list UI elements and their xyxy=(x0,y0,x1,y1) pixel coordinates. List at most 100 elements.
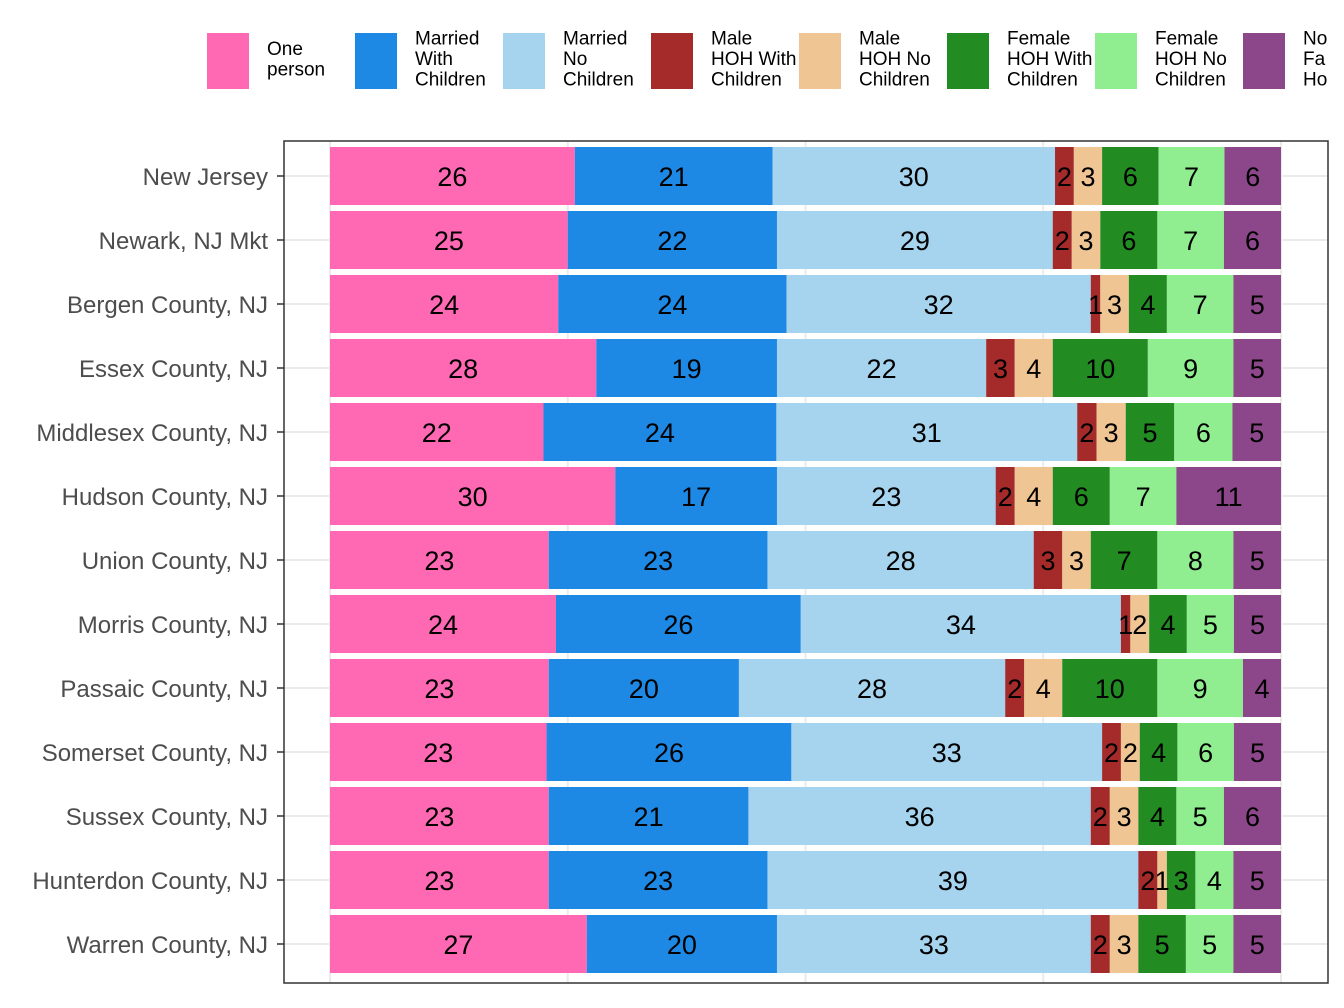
bar-value-label: 7 xyxy=(1184,162,1199,192)
bar-value-label: 5 xyxy=(1250,930,1265,960)
bar-value-label: 5 xyxy=(1250,610,1265,640)
bar-value-label: 3 xyxy=(1117,930,1132,960)
bar-value-label: 4 xyxy=(1151,738,1166,768)
legend-label-female-hoh-no-children: Female HOH No Children xyxy=(1155,29,1227,91)
bar-value-label: 1 xyxy=(1088,290,1103,320)
bar-married-with-children xyxy=(548,531,768,589)
bar-value-label: 5 xyxy=(1250,866,1265,896)
bar-value-label: 4 xyxy=(1160,610,1175,640)
bar-value-label: 5 xyxy=(1142,418,1157,448)
bar-value-label: 6 xyxy=(1245,226,1260,256)
bar-value-label: 5 xyxy=(1250,738,1265,768)
bar-value-label: 29 xyxy=(900,226,930,256)
bar-married-no-children xyxy=(776,211,1053,269)
legend-label-female-hoh-with-children: Female HOH With Children xyxy=(1007,29,1093,91)
category-label: Somerset County, NJ xyxy=(42,740,268,767)
bar-value-label: 3 xyxy=(993,354,1008,384)
bar-female-hoh-no-children xyxy=(1177,723,1234,781)
bar-male-hoh-with-children xyxy=(1120,595,1131,653)
bar-value-label: 6 xyxy=(1198,738,1213,768)
bar-one-person xyxy=(330,339,597,397)
bar-value-label: 22 xyxy=(867,354,897,384)
bar-one-person xyxy=(330,147,575,205)
bar-non-family-household xyxy=(1176,467,1281,525)
bar-value-label: 1 xyxy=(1118,610,1133,640)
bar-non-family-household xyxy=(1223,787,1281,845)
category-label: Hudson County, NJ xyxy=(62,484,268,511)
bar-male-hoh-no-children xyxy=(1157,851,1167,909)
bar-value-label: 3 xyxy=(1117,802,1132,832)
bar-value-label: 23 xyxy=(424,802,454,832)
bar-value-label: 6 xyxy=(1245,802,1260,832)
bar-male-hoh-no-children xyxy=(1014,467,1053,525)
bar-one-person xyxy=(330,723,547,781)
bar-non-family-household xyxy=(1233,531,1281,589)
plot-border xyxy=(283,140,1329,984)
bar-value-label: 3 xyxy=(1079,226,1094,256)
bar-value-label: 24 xyxy=(645,418,675,448)
bar-female-hoh-with-children xyxy=(1166,851,1196,909)
bar-value-label: 22 xyxy=(657,226,687,256)
bar-labels: 26 21 30 2 3 6 7 625 22 29 2 3 6 7 624 24 32 1 3 4 7 528 19 22 3… xyxy=(422,162,1270,960)
bar-male-hoh-no-children xyxy=(1109,787,1139,845)
bar-value-label: 2 xyxy=(1057,162,1072,192)
bar-value-label: 10 xyxy=(1095,674,1125,704)
bar-female-hoh-no-children xyxy=(1158,147,1225,205)
bar-value-label: 39 xyxy=(938,866,968,896)
bar-male-hoh-with-children xyxy=(995,467,1015,525)
bar-value-label: 5 xyxy=(1193,802,1208,832)
bar-male-hoh-no-children xyxy=(1096,403,1126,461)
category-label: New Jersey xyxy=(143,164,268,191)
bar-value-label: 30 xyxy=(458,482,488,512)
bar-value-label: 6 xyxy=(1123,162,1138,192)
bar-value-label: 4 xyxy=(1150,802,1165,832)
bar-value-label: 2 xyxy=(1132,610,1147,640)
legend-label-married-with-children: Married With Children xyxy=(415,29,486,91)
bar-male-hoh-with-children xyxy=(1055,147,1074,205)
bar-value-label: 26 xyxy=(654,738,684,768)
bar-value-label: 5 xyxy=(1250,354,1265,384)
bar-male-hoh-with-children xyxy=(986,339,1015,397)
bar-female-hoh-no-children xyxy=(1157,211,1224,269)
bar-value-label: 3 xyxy=(1080,162,1095,192)
bar-female-hoh-no-children xyxy=(1195,851,1234,909)
legend-swatch-married-no-children xyxy=(503,33,545,89)
bar-value-label: 2 xyxy=(1104,738,1119,768)
bar-value-label: 25 xyxy=(434,226,464,256)
bar-value-label: 3 xyxy=(1069,546,1084,576)
bar-value-label: 23 xyxy=(424,546,454,576)
legend: One person Married With Children Married No Chi… xyxy=(207,29,1327,91)
bar-non-family-household xyxy=(1233,339,1281,397)
bar-non-family-household xyxy=(1233,851,1281,909)
bar-male-hoh-with-children xyxy=(1033,531,1063,589)
bar-value-label: 36 xyxy=(905,802,935,832)
bar-value-label: 3 xyxy=(1107,290,1122,320)
bar-male-hoh-with-children xyxy=(1052,211,1072,269)
bar-value-label: 1 xyxy=(1155,866,1170,896)
bar-value-label: 23 xyxy=(643,866,673,896)
bar-female-hoh-no-children xyxy=(1185,915,1234,973)
bar-one-person xyxy=(330,467,616,525)
bar-value-label: 5 xyxy=(1202,930,1217,960)
bar-value-label: 33 xyxy=(932,738,962,768)
bar-non-family-household xyxy=(1233,595,1281,653)
bar-value-label: 21 xyxy=(659,162,689,192)
bar-married-with-children xyxy=(548,787,749,845)
bar-one-person xyxy=(330,275,559,333)
bar-married-no-children xyxy=(748,787,1091,845)
bar-value-label: 3 xyxy=(1040,546,1055,576)
bar-male-hoh-no-children xyxy=(1120,723,1140,781)
bar-married-no-children xyxy=(772,147,1056,205)
bar-male-hoh-with-children xyxy=(1005,659,1025,717)
bar-value-label: 4 xyxy=(1140,290,1155,320)
bar-married-no-children xyxy=(738,659,1006,717)
bar-value-label: 9 xyxy=(1193,674,1208,704)
bar-non-family-household xyxy=(1223,211,1281,269)
bar-value-label: 26 xyxy=(437,162,467,192)
bar-one-person xyxy=(330,915,587,973)
bar-value-label: 2 xyxy=(1079,418,1094,448)
bar-female-hoh-no-children xyxy=(1176,787,1224,845)
bar-male-hoh-with-children xyxy=(1077,403,1097,461)
legend-swatch-female-hoh-with-children xyxy=(947,33,989,89)
bar-female-hoh-no-children xyxy=(1147,339,1234,397)
